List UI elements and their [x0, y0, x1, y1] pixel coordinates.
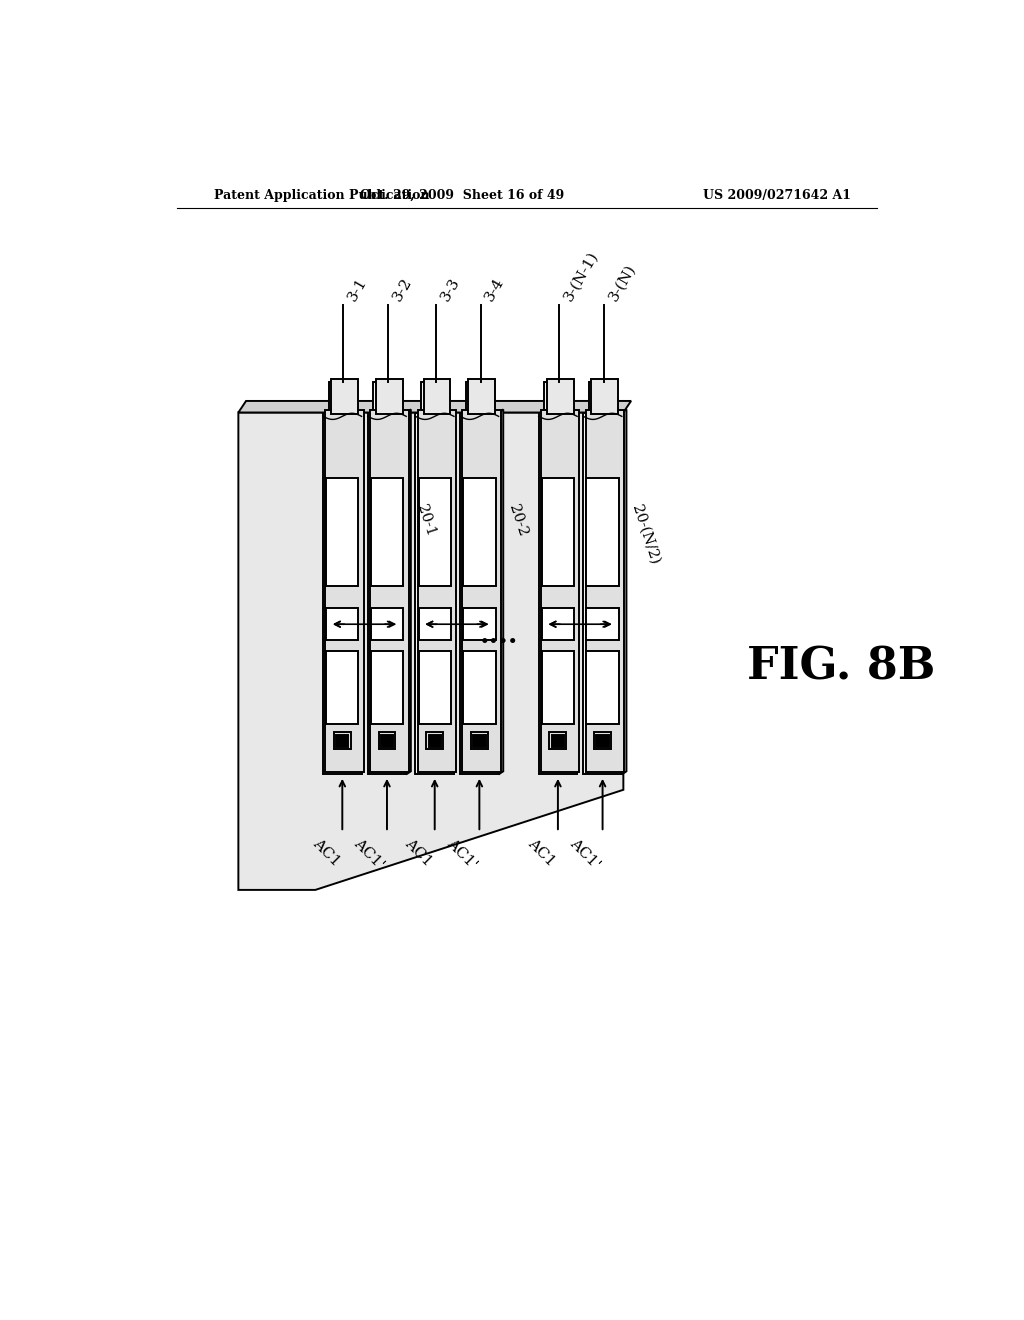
Text: 3-(N-1): 3-(N-1)	[561, 248, 601, 304]
Bar	[596, 735, 608, 747]
Bar	[381, 735, 393, 747]
Polygon shape	[418, 411, 457, 772]
Text: US 2009/0271642 A1: US 2009/0271642 A1	[702, 189, 851, 202]
Text: AC1': AC1'	[443, 836, 479, 871]
Bar	[463, 609, 496, 640]
Text: 3-1: 3-1	[346, 275, 370, 304]
Bar	[550, 733, 566, 750]
Bar	[326, 609, 358, 640]
Bar	[376, 379, 402, 414]
Polygon shape	[541, 411, 580, 772]
Bar	[371, 651, 403, 723]
Text: 3-(N): 3-(N)	[606, 261, 638, 304]
Polygon shape	[586, 411, 625, 772]
Polygon shape	[323, 412, 361, 775]
Bar	[552, 735, 564, 747]
Polygon shape	[463, 411, 501, 772]
Bar	[424, 379, 451, 414]
Polygon shape	[239, 412, 624, 890]
Bar	[587, 478, 618, 586]
Bar	[463, 478, 496, 586]
Bar	[468, 379, 496, 414]
Bar	[542, 478, 574, 586]
Bar	[331, 379, 358, 414]
Text: AC1: AC1	[309, 836, 342, 869]
Text: AC1: AC1	[401, 836, 435, 869]
Polygon shape	[499, 409, 503, 775]
Bar	[473, 735, 485, 747]
Bar	[429, 735, 441, 747]
Text: Patent Application Publication: Patent Application Publication	[214, 189, 429, 202]
Polygon shape	[326, 411, 364, 772]
Bar	[542, 651, 574, 723]
Bar	[547, 379, 573, 414]
Text: 20-2: 20-2	[506, 503, 529, 539]
Bar	[545, 381, 571, 416]
Text: AC1': AC1'	[567, 836, 602, 871]
Bar	[419, 651, 451, 723]
Text: 3-4: 3-4	[483, 275, 507, 304]
Text: 3-3: 3-3	[438, 275, 463, 304]
Bar	[542, 609, 574, 640]
Text: FIG. 8B: FIG. 8B	[746, 645, 935, 688]
Polygon shape	[622, 409, 627, 775]
Bar	[587, 609, 618, 640]
Polygon shape	[539, 412, 578, 775]
Polygon shape	[239, 401, 631, 412]
Text: 3-2: 3-2	[390, 275, 415, 304]
Text: 20-(N/2): 20-(N/2)	[630, 503, 662, 566]
Bar	[379, 733, 395, 750]
Text: Oct. 29, 2009  Sheet 16 of 49: Oct. 29, 2009 Sheet 16 of 49	[359, 189, 564, 202]
Text: 20-1: 20-1	[414, 503, 437, 539]
Bar	[463, 651, 496, 723]
Bar	[471, 733, 487, 750]
Bar	[336, 735, 348, 747]
Bar	[466, 381, 493, 416]
Bar	[326, 478, 358, 586]
Polygon shape	[370, 411, 409, 772]
Polygon shape	[368, 412, 407, 775]
Bar	[419, 609, 451, 640]
Polygon shape	[584, 412, 622, 775]
Bar	[589, 381, 616, 416]
Bar	[592, 379, 618, 414]
Bar	[371, 478, 403, 586]
Bar	[421, 381, 449, 416]
Text: ....: ....	[479, 622, 518, 649]
Bar	[426, 733, 443, 750]
Bar	[334, 733, 351, 750]
Text: AC1': AC1'	[351, 836, 387, 871]
Bar	[594, 733, 611, 750]
Polygon shape	[416, 412, 454, 775]
Bar	[587, 651, 618, 723]
Bar	[371, 609, 403, 640]
Bar	[419, 478, 451, 586]
Bar	[374, 381, 400, 416]
Bar	[329, 381, 355, 416]
Polygon shape	[460, 412, 499, 775]
Text: AC1: AC1	[525, 836, 558, 869]
Bar	[326, 651, 358, 723]
Polygon shape	[407, 409, 411, 775]
